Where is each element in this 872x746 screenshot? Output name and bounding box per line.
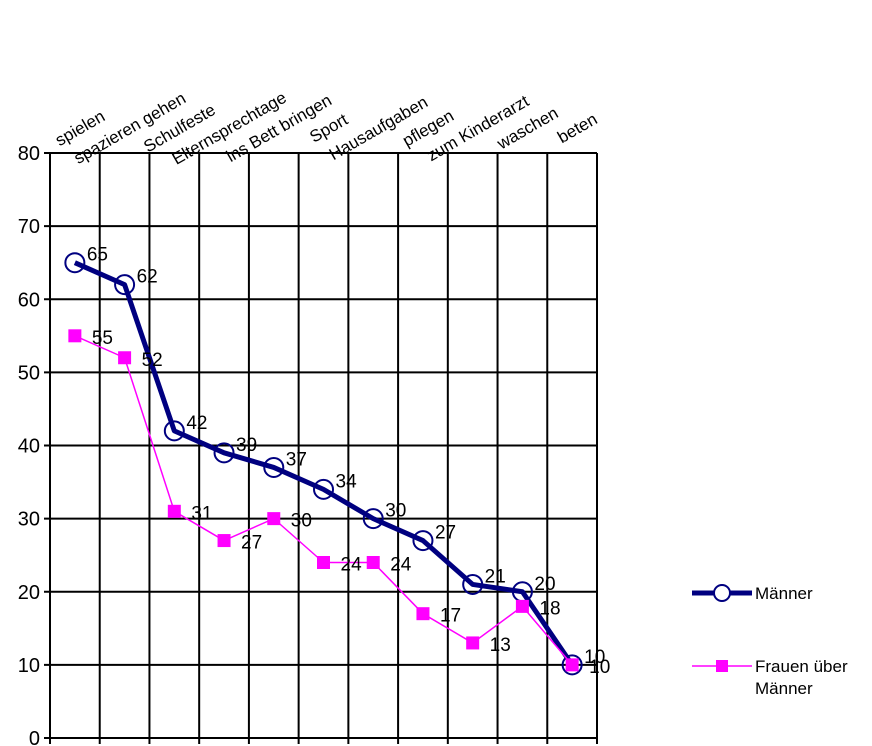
y-tick-label: 20 (18, 582, 40, 604)
data-label: 10 (589, 657, 610, 678)
data-label: 39 (236, 435, 257, 456)
data-point-marker (64, 252, 86, 274)
y-axis-ticks: 0 10 20 30 40 50 60 70 80 (18, 143, 40, 746)
data-label: 52 (142, 350, 163, 371)
data-point-marker (416, 607, 430, 621)
data-point-marker (267, 512, 281, 526)
data-point-marker (366, 556, 380, 569)
data-point-marker (561, 654, 583, 676)
y-tick-label: 30 (18, 509, 40, 531)
data-point-marker (217, 534, 231, 548)
y-tick-label: 70 (18, 216, 40, 238)
data-point-marker (462, 573, 484, 595)
data-point-marker (515, 599, 529, 613)
data-point-marker (118, 351, 132, 365)
data-label: 37 (286, 449, 307, 470)
data-label: 31 (191, 503, 212, 524)
data-label: 24 (390, 555, 412, 576)
data-label: 18 (539, 598, 560, 619)
data-label: 24 (341, 555, 363, 576)
data-point-marker (68, 329, 82, 343)
data-label: 10 (584, 647, 605, 668)
data-point-marker (263, 456, 285, 478)
data-point-marker (466, 636, 480, 650)
x-category-label: beten (554, 109, 600, 147)
data-point-marker (167, 504, 181, 518)
y-tick-label: 60 (18, 289, 40, 311)
chart-grid (49, 152, 598, 739)
data-point-marker (565, 658, 579, 672)
data-label: 30 (385, 501, 406, 522)
data-label: 20 (534, 574, 555, 595)
y-tick-label: 40 (18, 436, 40, 458)
data-label: 21 (485, 566, 506, 587)
data-label: 62 (137, 267, 158, 288)
data-label: 30 (291, 511, 312, 532)
data-point-marker (213, 442, 235, 464)
y-tick-label: 0 (29, 728, 40, 746)
legend-label: Männer (755, 584, 813, 603)
data-labels: 65 62 42 39 37 34 30 27 21 20 10 55 52 31 27 30 24 24 17 13… (87, 245, 610, 678)
y-tick-label: 50 (18, 362, 40, 384)
data-label: 17 (440, 606, 461, 627)
legend-marker (716, 660, 728, 672)
data-point-marker (412, 530, 434, 552)
y-tick-label: 10 (18, 655, 40, 677)
data-point-marker (163, 420, 185, 442)
data-point-marker (362, 508, 384, 530)
data-point-marker (317, 556, 330, 569)
y-tick-label: 80 (18, 143, 40, 165)
data-label: 13 (490, 635, 511, 656)
data-label: 65 (87, 245, 108, 266)
data-label: 55 (92, 328, 113, 349)
series-line-0 (73, 260, 575, 667)
legend-label: Frauen über Männer (755, 657, 848, 698)
chart-legend: Männer Frauen über Männer (692, 584, 848, 698)
data-point-marker (114, 274, 136, 296)
legend-marker (713, 584, 731, 602)
chart-series (64, 252, 583, 676)
data-label: 42 (186, 413, 207, 434)
chart-axes (44, 152, 598, 744)
data-point-marker (313, 478, 334, 500)
data-label: 27 (241, 533, 262, 554)
data-label: 27 (435, 523, 456, 544)
data-label: 34 (336, 471, 358, 492)
